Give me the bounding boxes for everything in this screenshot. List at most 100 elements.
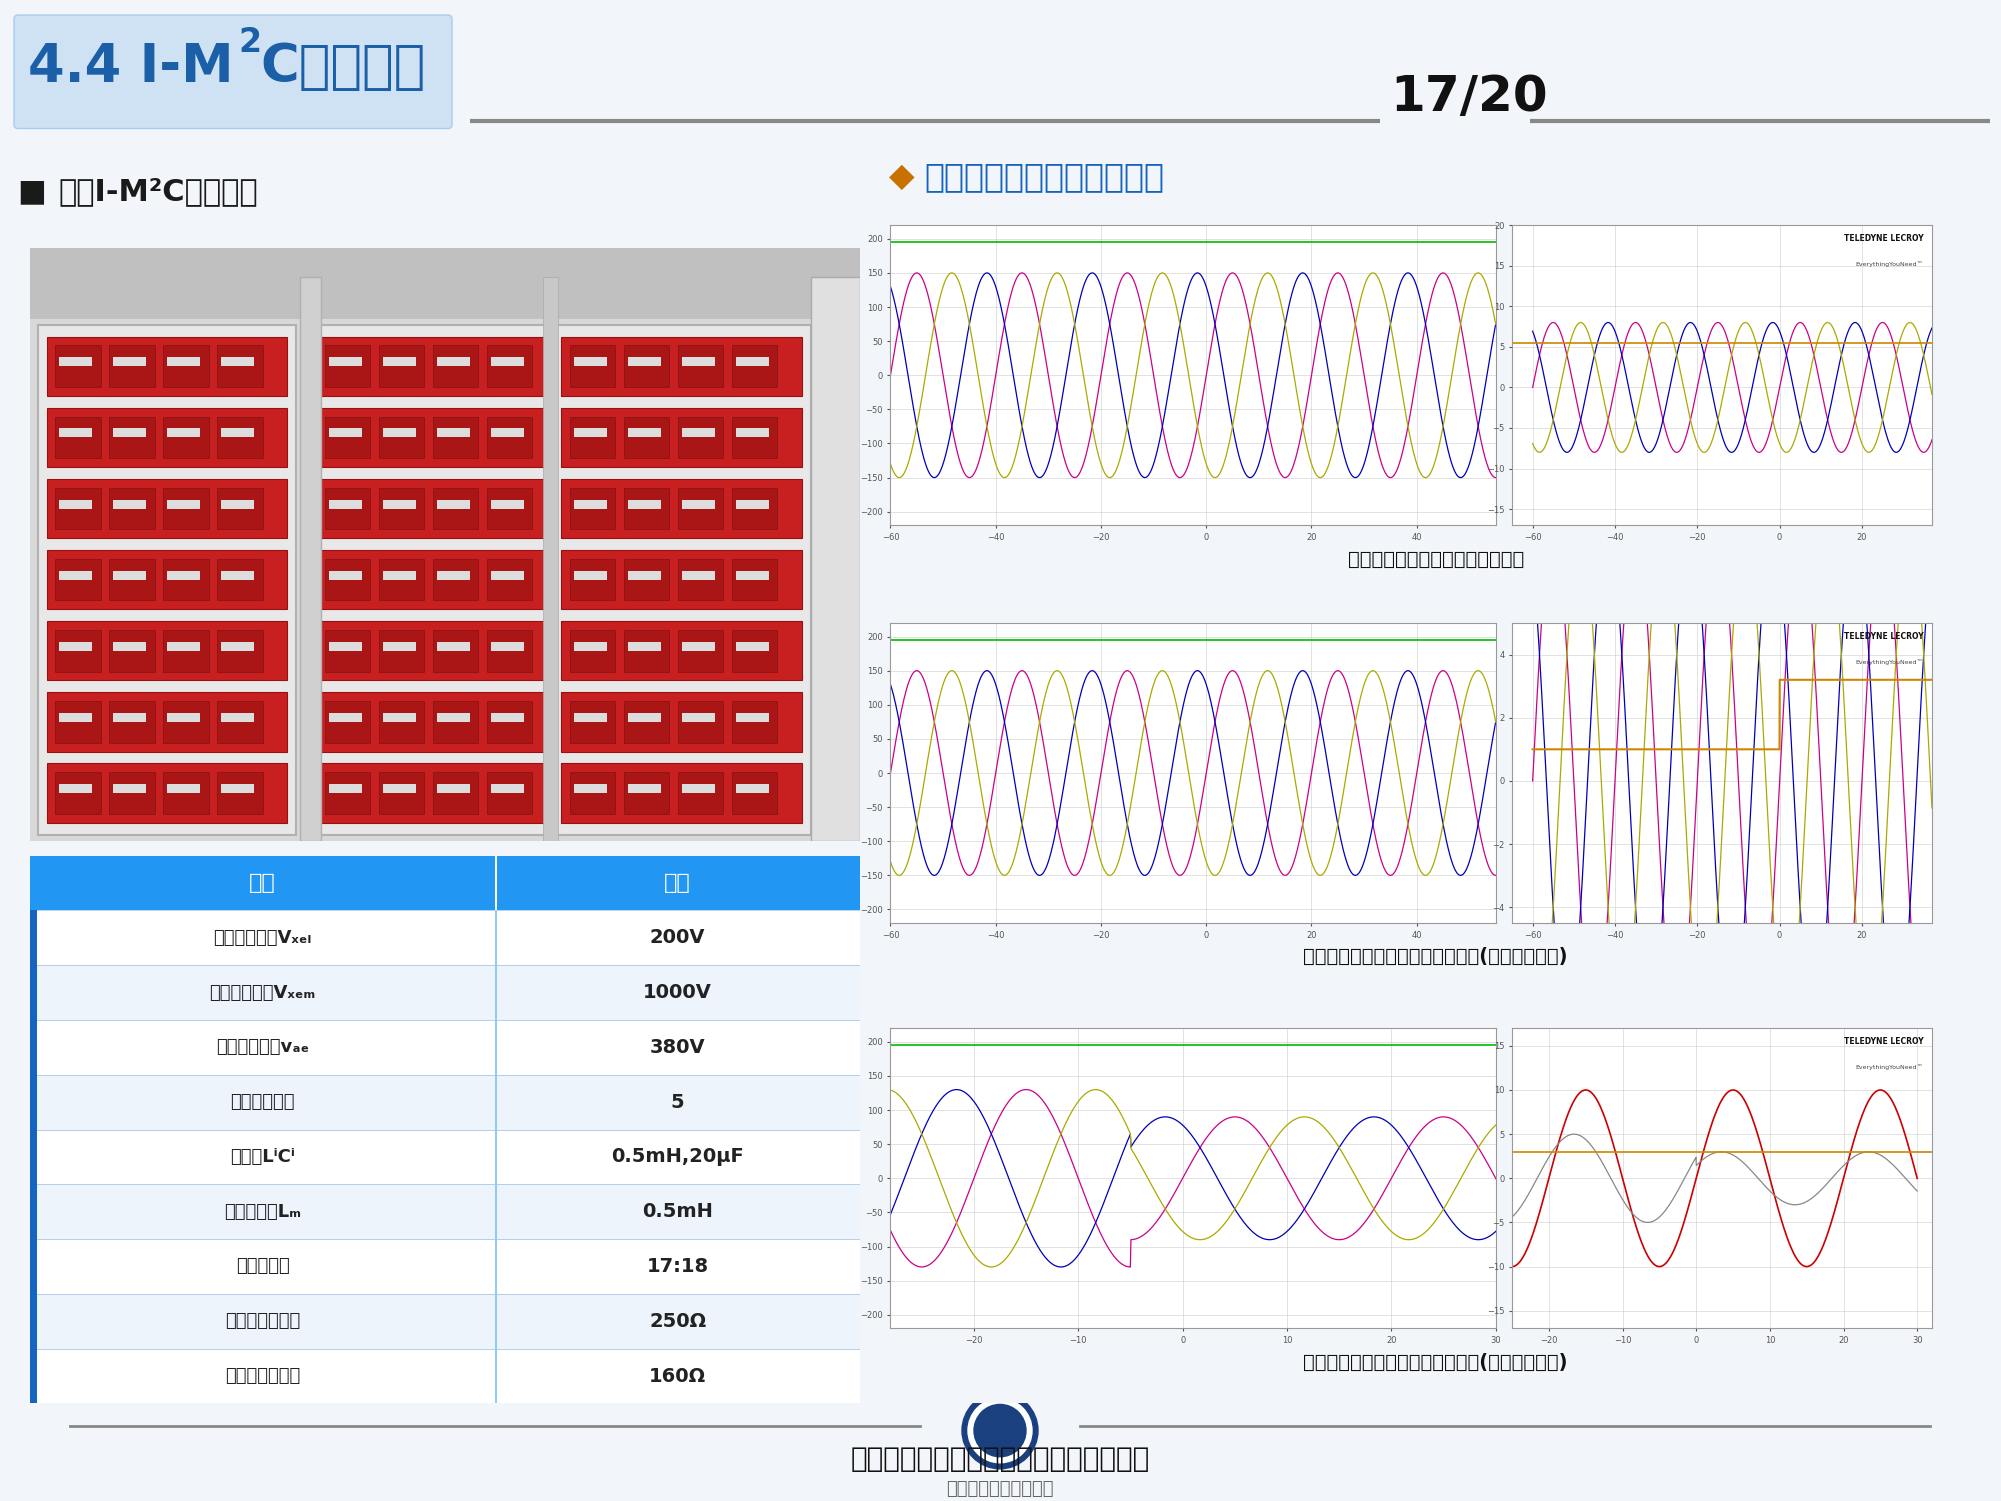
Bar xyxy=(30,1021,36,1075)
Bar xyxy=(736,357,768,366)
Bar xyxy=(490,357,524,366)
Bar xyxy=(570,488,616,530)
Text: 17:18: 17:18 xyxy=(646,1256,708,1276)
Bar xyxy=(678,558,724,600)
Bar xyxy=(30,1240,36,1294)
Bar xyxy=(570,701,616,743)
Bar xyxy=(108,701,154,743)
Text: 2: 2 xyxy=(238,26,260,59)
Bar xyxy=(108,558,154,600)
Bar xyxy=(220,570,254,579)
Bar xyxy=(490,500,524,509)
Bar xyxy=(382,500,416,509)
Bar xyxy=(378,558,424,600)
Bar xyxy=(486,701,532,743)
Bar xyxy=(486,773,532,814)
Text: 桥臂模块数量: 桥臂模块数量 xyxy=(230,1093,294,1111)
Bar xyxy=(324,345,370,387)
Bar xyxy=(436,428,470,437)
Bar xyxy=(682,428,714,437)
Bar xyxy=(562,479,802,539)
FancyBboxPatch shape xyxy=(14,15,452,129)
Bar xyxy=(162,630,208,671)
Bar xyxy=(574,357,606,366)
Text: 17/20: 17/20 xyxy=(1391,72,1547,120)
Bar xyxy=(30,965,36,1021)
Bar xyxy=(436,784,470,793)
Bar xyxy=(736,570,768,579)
Bar xyxy=(30,1184,36,1240)
Bar xyxy=(30,1075,860,1129)
Bar xyxy=(486,488,532,530)
Bar xyxy=(324,701,370,743)
Bar xyxy=(562,408,802,467)
Text: ■: ■ xyxy=(18,177,68,206)
Bar xyxy=(490,713,524,722)
Text: EverythingYouNeed™: EverythingYouNeed™ xyxy=(1855,659,1923,665)
Bar xyxy=(628,500,660,509)
Text: 第七届电工学科青年学者学科前沿讨论会: 第七届电工学科青年学者学科前沿讨论会 xyxy=(850,1445,1151,1472)
Bar xyxy=(624,417,670,458)
Text: EverythingYouNeed™: EverythingYouNeed™ xyxy=(1855,261,1923,267)
Bar xyxy=(736,500,768,509)
Bar xyxy=(316,336,558,396)
Bar xyxy=(220,357,254,366)
Bar xyxy=(30,1130,860,1184)
Text: 中压交流、低压直流端口暂态波形(中压交流投切): 中压交流、低压直流端口暂态波形(中压交流投切) xyxy=(1303,1352,1569,1372)
Bar xyxy=(432,773,478,814)
Bar xyxy=(628,428,660,437)
Bar xyxy=(432,701,478,743)
Bar xyxy=(114,357,146,366)
Bar xyxy=(30,248,860,318)
Bar xyxy=(628,357,660,366)
Bar xyxy=(624,773,670,814)
Bar xyxy=(432,488,478,530)
Bar xyxy=(38,324,296,835)
Bar xyxy=(324,488,370,530)
Bar xyxy=(30,965,860,1021)
Text: 滤波器LⁱCⁱ: 滤波器LⁱCⁱ xyxy=(230,1148,294,1166)
Bar xyxy=(542,278,558,841)
Bar xyxy=(574,428,606,437)
Bar xyxy=(732,773,776,814)
Bar xyxy=(436,713,470,722)
Bar xyxy=(30,1075,36,1129)
Bar xyxy=(382,357,416,366)
Bar xyxy=(60,428,92,437)
Bar xyxy=(736,642,768,651)
Bar xyxy=(300,278,320,841)
Bar xyxy=(60,357,92,366)
Bar xyxy=(30,1348,860,1403)
Bar xyxy=(166,784,200,793)
Bar xyxy=(486,345,532,387)
Bar xyxy=(624,345,670,387)
Bar xyxy=(678,773,724,814)
Bar xyxy=(216,488,262,530)
Bar xyxy=(30,1240,860,1294)
Bar xyxy=(382,784,416,793)
Bar xyxy=(570,773,616,814)
Bar xyxy=(60,642,92,651)
Text: ◆: ◆ xyxy=(888,161,914,192)
Bar xyxy=(682,570,714,579)
Bar xyxy=(46,621,288,680)
Text: TELEDYNE LECROY: TELEDYNE LECROY xyxy=(1843,632,1923,641)
Bar xyxy=(60,784,92,793)
Bar xyxy=(678,630,724,671)
Text: TELEDYNE LECROY: TELEDYNE LECROY xyxy=(1843,234,1923,243)
Bar xyxy=(328,642,362,651)
Bar xyxy=(114,713,146,722)
Bar xyxy=(54,773,100,814)
Bar xyxy=(46,692,288,752)
Bar xyxy=(382,713,416,722)
Text: 5: 5 xyxy=(670,1093,684,1112)
Bar xyxy=(732,558,776,600)
Bar xyxy=(54,345,100,387)
Bar xyxy=(432,558,478,600)
Text: 三相I-M²C测试样机: 三相I-M²C测试样机 xyxy=(58,177,258,206)
Bar xyxy=(316,549,558,609)
Bar xyxy=(54,630,100,671)
Bar xyxy=(108,345,154,387)
Bar xyxy=(328,357,362,366)
Bar xyxy=(216,773,262,814)
